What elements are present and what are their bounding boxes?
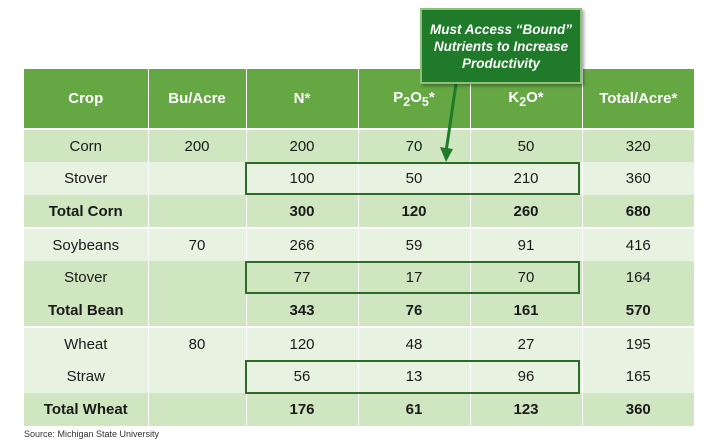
cell-total: 360 (582, 162, 694, 195)
cell-total: 680 (582, 195, 694, 228)
cell-k2o: 96 (470, 360, 583, 393)
cell-crop: Soybeans (24, 227, 149, 261)
header-crop: Crop (24, 69, 149, 129)
cell-n: 120 (246, 326, 359, 360)
cell-total: 416 (582, 227, 694, 261)
cell-n: 56 (246, 360, 359, 393)
table-row: Corn 200 200 70 50 320 (24, 128, 694, 162)
source-note: Source: Michigan State University (24, 429, 160, 439)
cell-k2o: 91 (470, 227, 583, 261)
table-row: Stover 77 17 70 164 (24, 261, 694, 294)
cell-n: 300 (246, 195, 359, 228)
header-phosphate-star: * (428, 88, 435, 106)
table-row: Soybeans 70 266 59 91 416 (24, 227, 694, 261)
cell-p2o5: 48 (358, 326, 471, 360)
table-row: Stover 100 50 210 360 (24, 162, 694, 195)
nutrient-table: Crop Bu/Acre N* P2O5* K2O* Total/Acre* C… (24, 69, 694, 426)
cell-total: 570 (582, 294, 694, 327)
cell-k2o: 161 (470, 294, 583, 327)
cell-n: 100 (246, 162, 359, 195)
cell-crop: Corn (24, 128, 149, 162)
header-phosphate-sub1: 2 (403, 94, 411, 109)
cell-n: 176 (246, 393, 359, 426)
header-phosphate-base: P (393, 88, 404, 106)
cell-p2o5: 13 (358, 360, 471, 393)
cell-n: 200 (246, 128, 359, 162)
cell-bu-acre (148, 195, 247, 228)
cell-bu-acre: 80 (148, 326, 247, 360)
table-row: Wheat 80 120 48 27 195 (24, 326, 694, 360)
cell-k2o: 70 (470, 261, 583, 294)
total-row: Total Bean 343 76 161 570 (24, 294, 694, 327)
cell-k2o: 50 (470, 128, 583, 162)
callout-box: Must Access “Bound” Nutrients to Increas… (420, 8, 582, 84)
callout-line-3: Productivity (461, 55, 540, 71)
cell-p2o5: 70 (358, 128, 471, 162)
cell-bu-acre (148, 162, 247, 195)
callout-line-2: Nutrients to Increase (433, 38, 569, 54)
cell-p2o5: 17 (358, 261, 471, 294)
cell-n: 77 (246, 261, 359, 294)
header-total-acre: Total/Acre* (582, 69, 694, 129)
cell-bu-acre (148, 294, 247, 327)
cell-k2o: 27 (470, 326, 583, 360)
cell-k2o: 123 (470, 393, 583, 426)
total-row: Total Corn 300 120 260 680 (24, 195, 694, 228)
cell-bu-acre: 70 (148, 227, 247, 261)
cell-p2o5: 59 (358, 227, 471, 261)
header-potash-rest: O* (526, 88, 544, 106)
cell-bu-acre (148, 261, 247, 294)
cell-p2o5: 76 (358, 294, 471, 327)
cell-crop: Straw (24, 360, 149, 393)
cell-crop: Stover (24, 162, 149, 195)
header-potash-sub: 2 (519, 94, 527, 109)
cell-total: 164 (582, 261, 694, 294)
cell-p2o5: 61 (358, 393, 471, 426)
cell-total: 320 (582, 128, 694, 162)
table-row: Straw 56 13 96 165 (24, 360, 694, 393)
header-nitrogen: N* (246, 69, 359, 129)
cell-p2o5: 50 (358, 162, 471, 195)
cell-p2o5: 120 (358, 195, 471, 228)
cell-bu-acre (148, 360, 247, 393)
cell-crop: Total Corn (24, 195, 149, 228)
cell-total: 360 (582, 393, 694, 426)
cell-k2o: 210 (470, 162, 583, 195)
header-potash-base: K (508, 88, 520, 106)
cell-crop: Stover (24, 261, 149, 294)
cell-total: 195 (582, 326, 694, 360)
header-phosphate-mid: O (410, 88, 422, 106)
cell-n: 343 (246, 294, 359, 327)
total-row: Total Wheat 176 61 123 360 (24, 393, 694, 426)
header-row: Crop Bu/Acre N* P2O5* K2O* Total/Acre* (24, 69, 694, 129)
cell-total: 165 (582, 360, 694, 393)
header-phosphate-sub2: 5 (421, 94, 429, 109)
cell-k2o: 260 (470, 195, 583, 228)
cell-n: 266 (246, 227, 359, 261)
cell-bu-acre (148, 393, 247, 426)
cell-bu-acre: 200 (148, 128, 247, 162)
callout-line-1: Must Access “Bound” (429, 21, 573, 37)
cell-crop: Total Wheat (24, 393, 149, 426)
header-bu-acre: Bu/Acre (148, 69, 247, 129)
cell-crop: Total Bean (24, 294, 149, 327)
cell-crop: Wheat (24, 326, 149, 360)
